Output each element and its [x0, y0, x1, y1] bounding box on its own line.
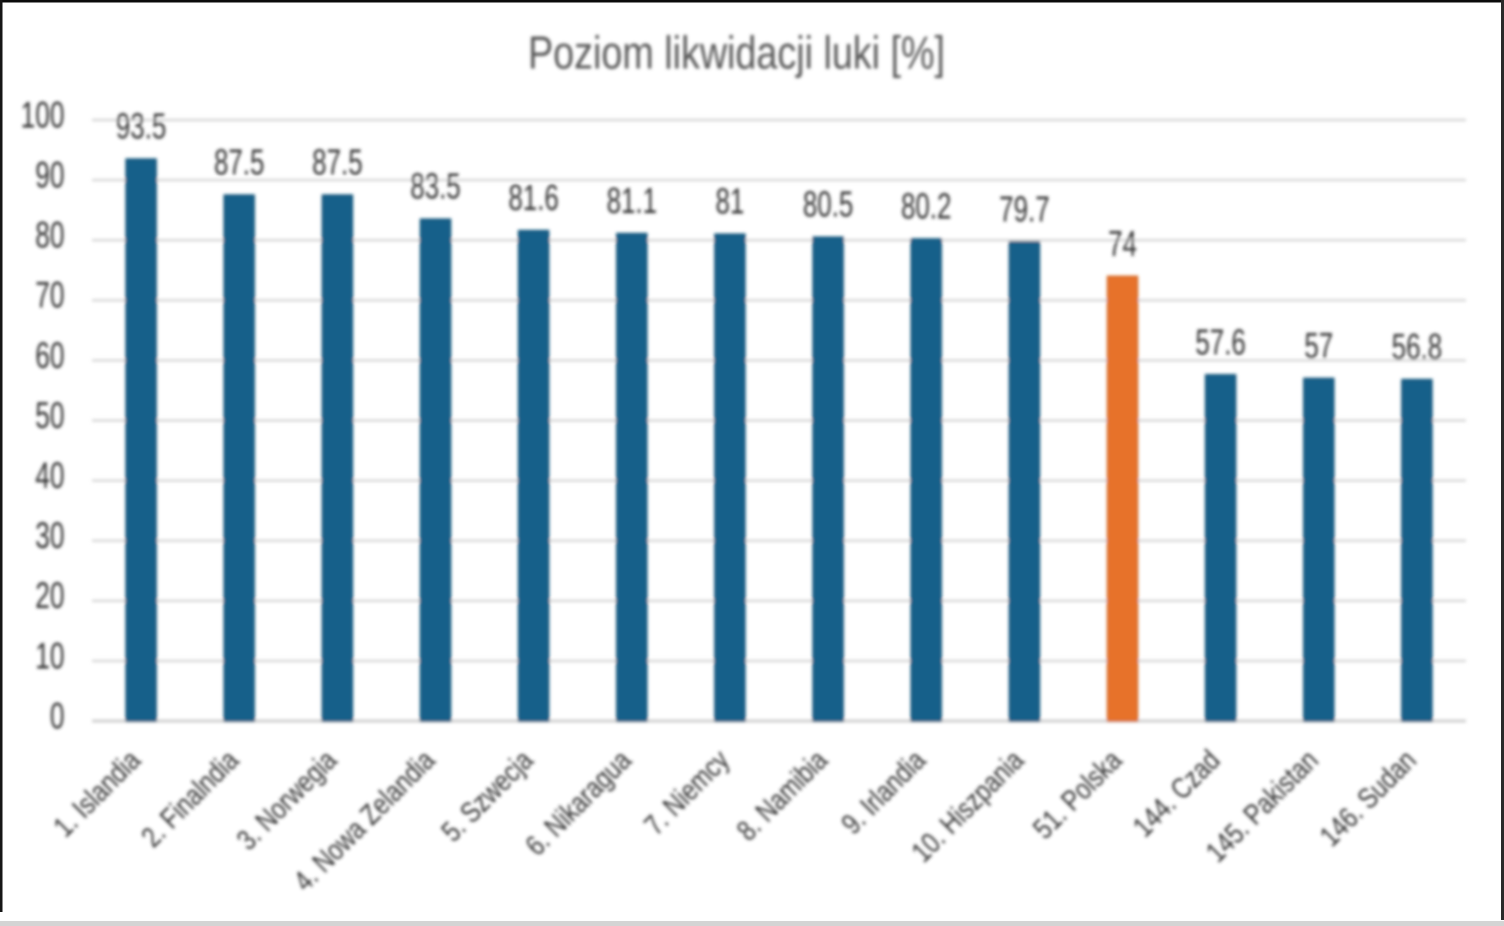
svg-text:83.5: 83.5: [410, 167, 460, 207]
svg-text:10: 10: [35, 635, 64, 677]
svg-text:20: 20: [35, 575, 64, 617]
svg-text:90: 90: [35, 154, 64, 196]
svg-text:80: 80: [35, 214, 64, 256]
svg-text:100: 100: [21, 94, 65, 136]
svg-text:81.6: 81.6: [508, 178, 558, 218]
svg-text:70: 70: [35, 274, 64, 316]
svg-text:60: 60: [35, 334, 64, 376]
svg-text:74: 74: [1108, 224, 1137, 264]
svg-text:87.5: 87.5: [312, 142, 362, 182]
svg-text:81: 81: [715, 182, 744, 222]
svg-text:56.8: 56.8: [1392, 327, 1442, 367]
svg-text:50: 50: [35, 394, 64, 436]
svg-text:0: 0: [50, 695, 65, 737]
svg-text:87.5: 87.5: [214, 142, 264, 182]
svg-text:57.6: 57.6: [1195, 322, 1245, 362]
svg-text:80.2: 80.2: [901, 186, 951, 226]
svg-text:93.5: 93.5: [116, 106, 166, 146]
svg-text:81.1: 81.1: [607, 181, 657, 221]
svg-text:40: 40: [35, 455, 64, 497]
svg-text:Poziom likwidacji luki [%]: Poziom likwidacji luki [%]: [528, 27, 945, 78]
svg-text:79.7: 79.7: [999, 189, 1049, 229]
svg-text:57: 57: [1304, 326, 1333, 366]
svg-text:30: 30: [35, 515, 64, 557]
svg-text:80.5: 80.5: [803, 185, 853, 225]
